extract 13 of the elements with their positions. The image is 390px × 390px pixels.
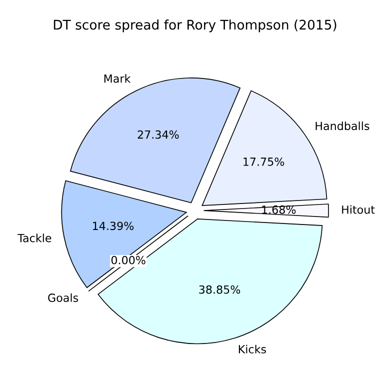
slice-label: Handballs <box>316 122 370 130</box>
data-label: 1.68% <box>262 205 296 214</box>
slice-label: Tackle <box>18 234 52 242</box>
slice-label: Mark <box>104 74 131 83</box>
text: 0.00% <box>111 256 146 264</box>
category-label: Goals <box>48 293 78 302</box>
data-label: 27.34% <box>138 130 179 139</box>
data-label: 38.85% <box>199 285 240 294</box>
slice-label: Kicks <box>238 344 266 354</box>
chart-title: DT score spread for Rory Thompson (2015) <box>54 20 336 32</box>
data-label: 17.75% <box>244 157 284 166</box>
data-label: 14.39% <box>93 222 134 230</box>
slice-label: Hitout <box>342 205 375 214</box>
